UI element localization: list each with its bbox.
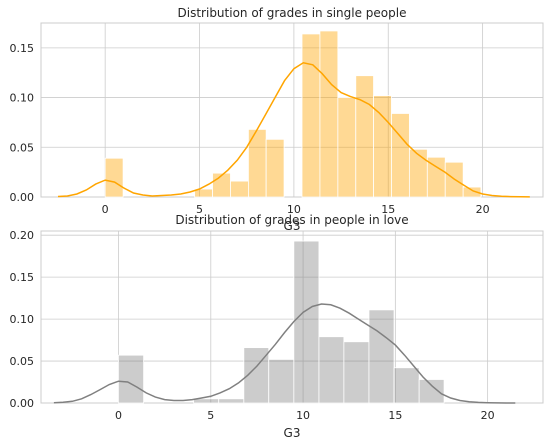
histogram-bar <box>118 354 145 404</box>
y-tick-label: 0.10 <box>10 92 35 105</box>
y-tick-label: 0.10 <box>10 313 35 326</box>
x-tick-label: 15 <box>381 203 395 216</box>
histogram-bar <box>343 341 370 404</box>
x-tick-label: 20 <box>476 203 490 216</box>
x-tick-label: 10 <box>296 409 310 422</box>
histogram-bar <box>218 398 245 404</box>
histogram-bar <box>355 75 374 198</box>
histogram-bar <box>268 358 295 404</box>
plot-area <box>40 22 544 198</box>
y-tick-label: 0.15 <box>10 271 35 284</box>
histogram-bar <box>318 336 345 404</box>
histogram-bar <box>212 172 231 198</box>
chart-title: Distribution of grades in people in love <box>175 213 408 227</box>
y-tick-label: 0.00 <box>10 191 35 204</box>
chart-panel-1: 0 5 10 15 20 0.00 0.05 0.10 0.15 Distribution of … <box>10 6 544 233</box>
histogram-bar <box>230 180 249 198</box>
plot-area <box>40 230 544 404</box>
density-line <box>53 303 516 404</box>
histogram-bar <box>393 367 420 404</box>
histogram-bar <box>337 97 357 198</box>
histogram-bar <box>462 186 482 198</box>
histogram-bar <box>293 240 320 404</box>
x-tick-label: 10 <box>287 203 301 216</box>
x-axis-label: G3 <box>284 426 301 440</box>
y-tick-label: 0.15 <box>10 42 35 55</box>
histogram-bar <box>301 33 321 198</box>
x-tick-label: 0 <box>102 203 109 216</box>
histogram-bar <box>418 379 445 404</box>
y-tick-label: 0.05 <box>10 141 35 154</box>
histogram-bar <box>368 309 395 404</box>
density-line <box>57 62 530 198</box>
x-tick-label: 20 <box>481 409 495 422</box>
histogram-bar <box>408 148 428 198</box>
x-tick-label: 0 <box>115 409 122 422</box>
y-tick-label: 0.05 <box>10 355 35 368</box>
y-tick-label: 0.00 <box>10 397 35 410</box>
histogram-bar <box>265 138 285 198</box>
x-axis-label: G3 <box>284 219 301 233</box>
histogram-bar <box>319 30 339 198</box>
chart-title: Distribution of grades in single people <box>178 6 407 20</box>
y-tick-label: 0.20 <box>10 229 35 242</box>
x-tick-label: 5 <box>207 409 214 422</box>
chart-panel-2: 0 5 10 15 20 0.00 0.05 0.10 0.15 0.20 Distribution… <box>10 213 544 440</box>
x-tick-label: 5 <box>196 203 203 216</box>
x-tick-label: 15 <box>388 409 402 422</box>
histogram-bar <box>391 113 410 198</box>
histogram-bar <box>104 157 124 198</box>
